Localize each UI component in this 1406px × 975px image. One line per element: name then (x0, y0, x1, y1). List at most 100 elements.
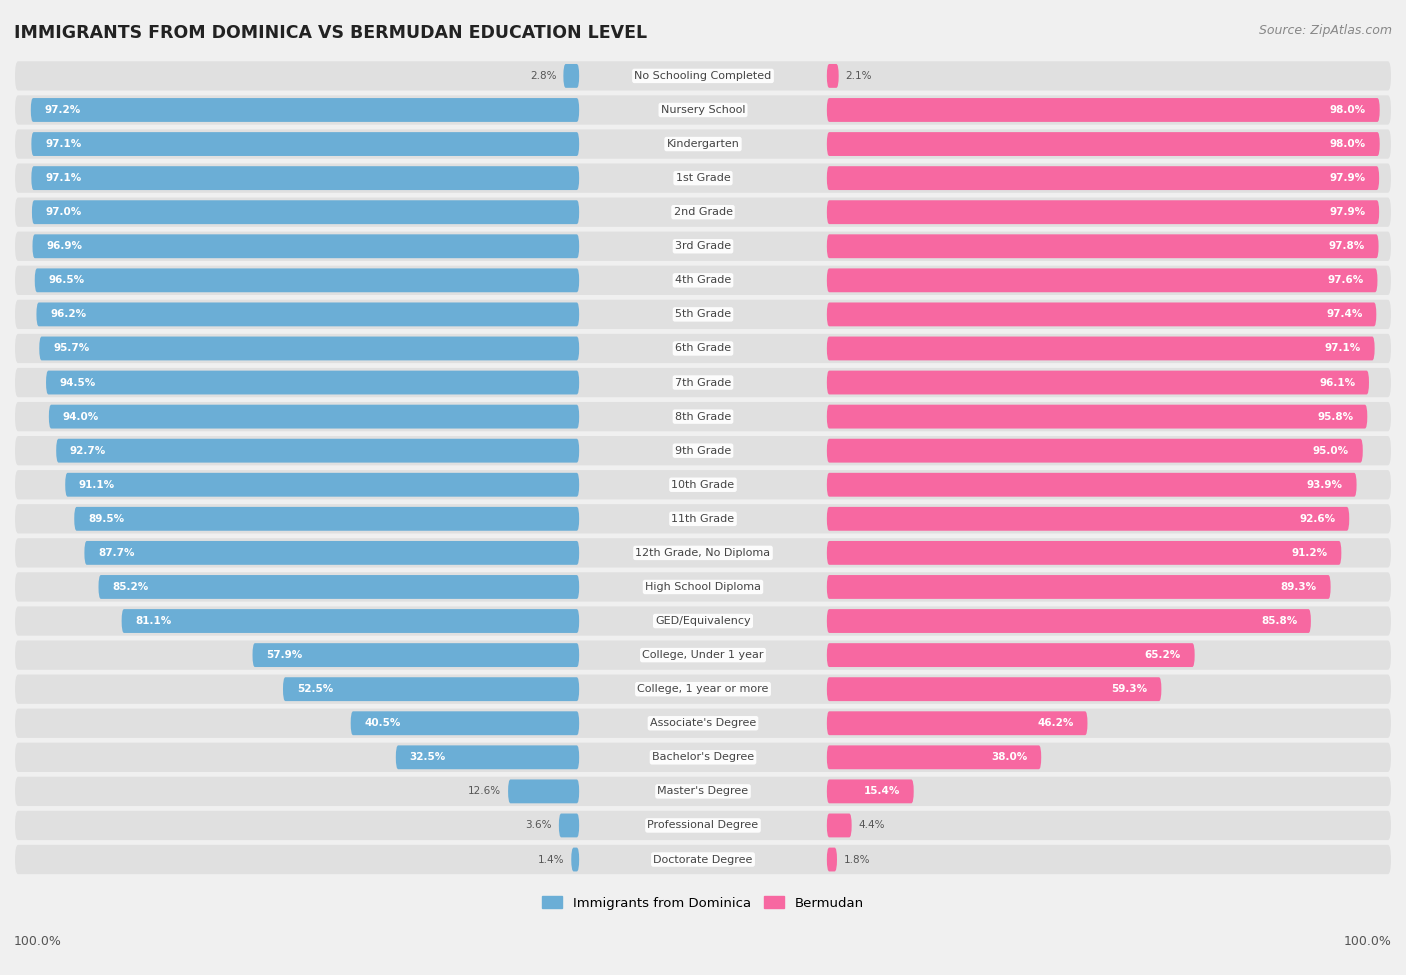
FancyBboxPatch shape (15, 504, 1391, 533)
Text: 97.1%: 97.1% (45, 139, 82, 149)
Text: Kindergarten: Kindergarten (666, 139, 740, 149)
FancyBboxPatch shape (827, 678, 1161, 701)
Text: 100.0%: 100.0% (1344, 935, 1392, 948)
Text: 8th Grade: 8th Grade (675, 411, 731, 421)
FancyBboxPatch shape (827, 268, 1378, 292)
FancyBboxPatch shape (15, 198, 1391, 227)
FancyBboxPatch shape (15, 777, 1391, 806)
Text: College, 1 year or more: College, 1 year or more (637, 684, 769, 694)
Text: 98.0%: 98.0% (1330, 139, 1367, 149)
FancyBboxPatch shape (827, 541, 1341, 565)
Text: 7th Grade: 7th Grade (675, 377, 731, 387)
Text: 94.5%: 94.5% (60, 377, 96, 387)
FancyBboxPatch shape (15, 743, 1391, 772)
FancyBboxPatch shape (283, 678, 579, 701)
Legend: Immigrants from Dominica, Bermudan: Immigrants from Dominica, Bermudan (537, 891, 869, 915)
FancyBboxPatch shape (827, 575, 1330, 599)
FancyBboxPatch shape (827, 609, 1310, 633)
Text: 93.9%: 93.9% (1306, 480, 1343, 489)
Text: 6th Grade: 6th Grade (675, 343, 731, 354)
FancyBboxPatch shape (827, 405, 1367, 429)
FancyBboxPatch shape (15, 811, 1391, 840)
FancyBboxPatch shape (827, 745, 1042, 769)
FancyBboxPatch shape (15, 368, 1391, 397)
Text: 9th Grade: 9th Grade (675, 446, 731, 455)
Text: 96.2%: 96.2% (51, 309, 86, 320)
FancyBboxPatch shape (827, 302, 1376, 327)
FancyBboxPatch shape (15, 538, 1391, 567)
Text: Professional Degree: Professional Degree (647, 820, 759, 831)
FancyBboxPatch shape (15, 265, 1391, 295)
Text: 2nd Grade: 2nd Grade (673, 208, 733, 217)
FancyBboxPatch shape (827, 847, 837, 872)
FancyBboxPatch shape (827, 712, 1087, 735)
FancyBboxPatch shape (827, 336, 1375, 361)
Text: 89.3%: 89.3% (1281, 582, 1317, 592)
Text: 12.6%: 12.6% (468, 787, 501, 797)
Text: 91.2%: 91.2% (1292, 548, 1327, 558)
Text: 3rd Grade: 3rd Grade (675, 241, 731, 252)
FancyBboxPatch shape (15, 709, 1391, 738)
Text: 81.1%: 81.1% (135, 616, 172, 626)
Text: 65.2%: 65.2% (1144, 650, 1181, 660)
Text: 97.2%: 97.2% (45, 105, 80, 115)
FancyBboxPatch shape (508, 779, 579, 803)
Text: 95.7%: 95.7% (53, 343, 89, 354)
Text: 96.5%: 96.5% (48, 275, 84, 286)
FancyBboxPatch shape (827, 507, 1350, 530)
Text: GED/Equivalency: GED/Equivalency (655, 616, 751, 626)
FancyBboxPatch shape (15, 61, 1391, 91)
FancyBboxPatch shape (84, 541, 579, 565)
FancyBboxPatch shape (56, 439, 579, 462)
Text: 2.8%: 2.8% (530, 71, 557, 81)
Text: Doctorate Degree: Doctorate Degree (654, 854, 752, 865)
FancyBboxPatch shape (98, 575, 579, 599)
Text: 97.9%: 97.9% (1329, 208, 1365, 217)
FancyBboxPatch shape (15, 606, 1391, 636)
Text: Bachelor's Degree: Bachelor's Degree (652, 753, 754, 762)
Text: 4.4%: 4.4% (859, 820, 884, 831)
FancyBboxPatch shape (65, 473, 579, 496)
FancyBboxPatch shape (31, 133, 579, 156)
FancyBboxPatch shape (31, 166, 579, 190)
FancyBboxPatch shape (350, 712, 579, 735)
FancyBboxPatch shape (827, 234, 1379, 258)
Text: 92.6%: 92.6% (1299, 514, 1336, 524)
FancyBboxPatch shape (35, 268, 579, 292)
Text: High School Diploma: High School Diploma (645, 582, 761, 592)
Text: 98.0%: 98.0% (1330, 105, 1367, 115)
FancyBboxPatch shape (15, 232, 1391, 261)
Text: 97.1%: 97.1% (45, 174, 82, 183)
Text: 52.5%: 52.5% (297, 684, 333, 694)
Text: 40.5%: 40.5% (364, 719, 401, 728)
Text: 12th Grade, No Diploma: 12th Grade, No Diploma (636, 548, 770, 558)
Text: 59.3%: 59.3% (1112, 684, 1147, 694)
Text: 4th Grade: 4th Grade (675, 275, 731, 286)
Text: 87.7%: 87.7% (98, 548, 135, 558)
FancyBboxPatch shape (15, 675, 1391, 704)
FancyBboxPatch shape (827, 473, 1357, 496)
FancyBboxPatch shape (15, 96, 1391, 125)
FancyBboxPatch shape (827, 370, 1369, 395)
FancyBboxPatch shape (15, 164, 1391, 193)
Text: 85.8%: 85.8% (1261, 616, 1298, 626)
Text: 2.1%: 2.1% (845, 71, 872, 81)
Text: 1.8%: 1.8% (844, 854, 870, 865)
FancyBboxPatch shape (15, 402, 1391, 431)
FancyBboxPatch shape (15, 333, 1391, 363)
FancyBboxPatch shape (827, 813, 852, 838)
Text: 97.0%: 97.0% (45, 208, 82, 217)
FancyBboxPatch shape (827, 98, 1379, 122)
Text: College, Under 1 year: College, Under 1 year (643, 650, 763, 660)
Text: 1.4%: 1.4% (538, 854, 564, 865)
Text: 97.4%: 97.4% (1326, 309, 1362, 320)
Text: 1st Grade: 1st Grade (676, 174, 730, 183)
FancyBboxPatch shape (571, 847, 579, 872)
FancyBboxPatch shape (15, 845, 1391, 875)
FancyBboxPatch shape (75, 507, 579, 530)
Text: 96.1%: 96.1% (1319, 377, 1355, 387)
Text: 94.0%: 94.0% (63, 411, 98, 421)
Text: 100.0%: 100.0% (14, 935, 62, 948)
Text: 3.6%: 3.6% (526, 820, 553, 831)
Text: 46.2%: 46.2% (1038, 719, 1074, 728)
